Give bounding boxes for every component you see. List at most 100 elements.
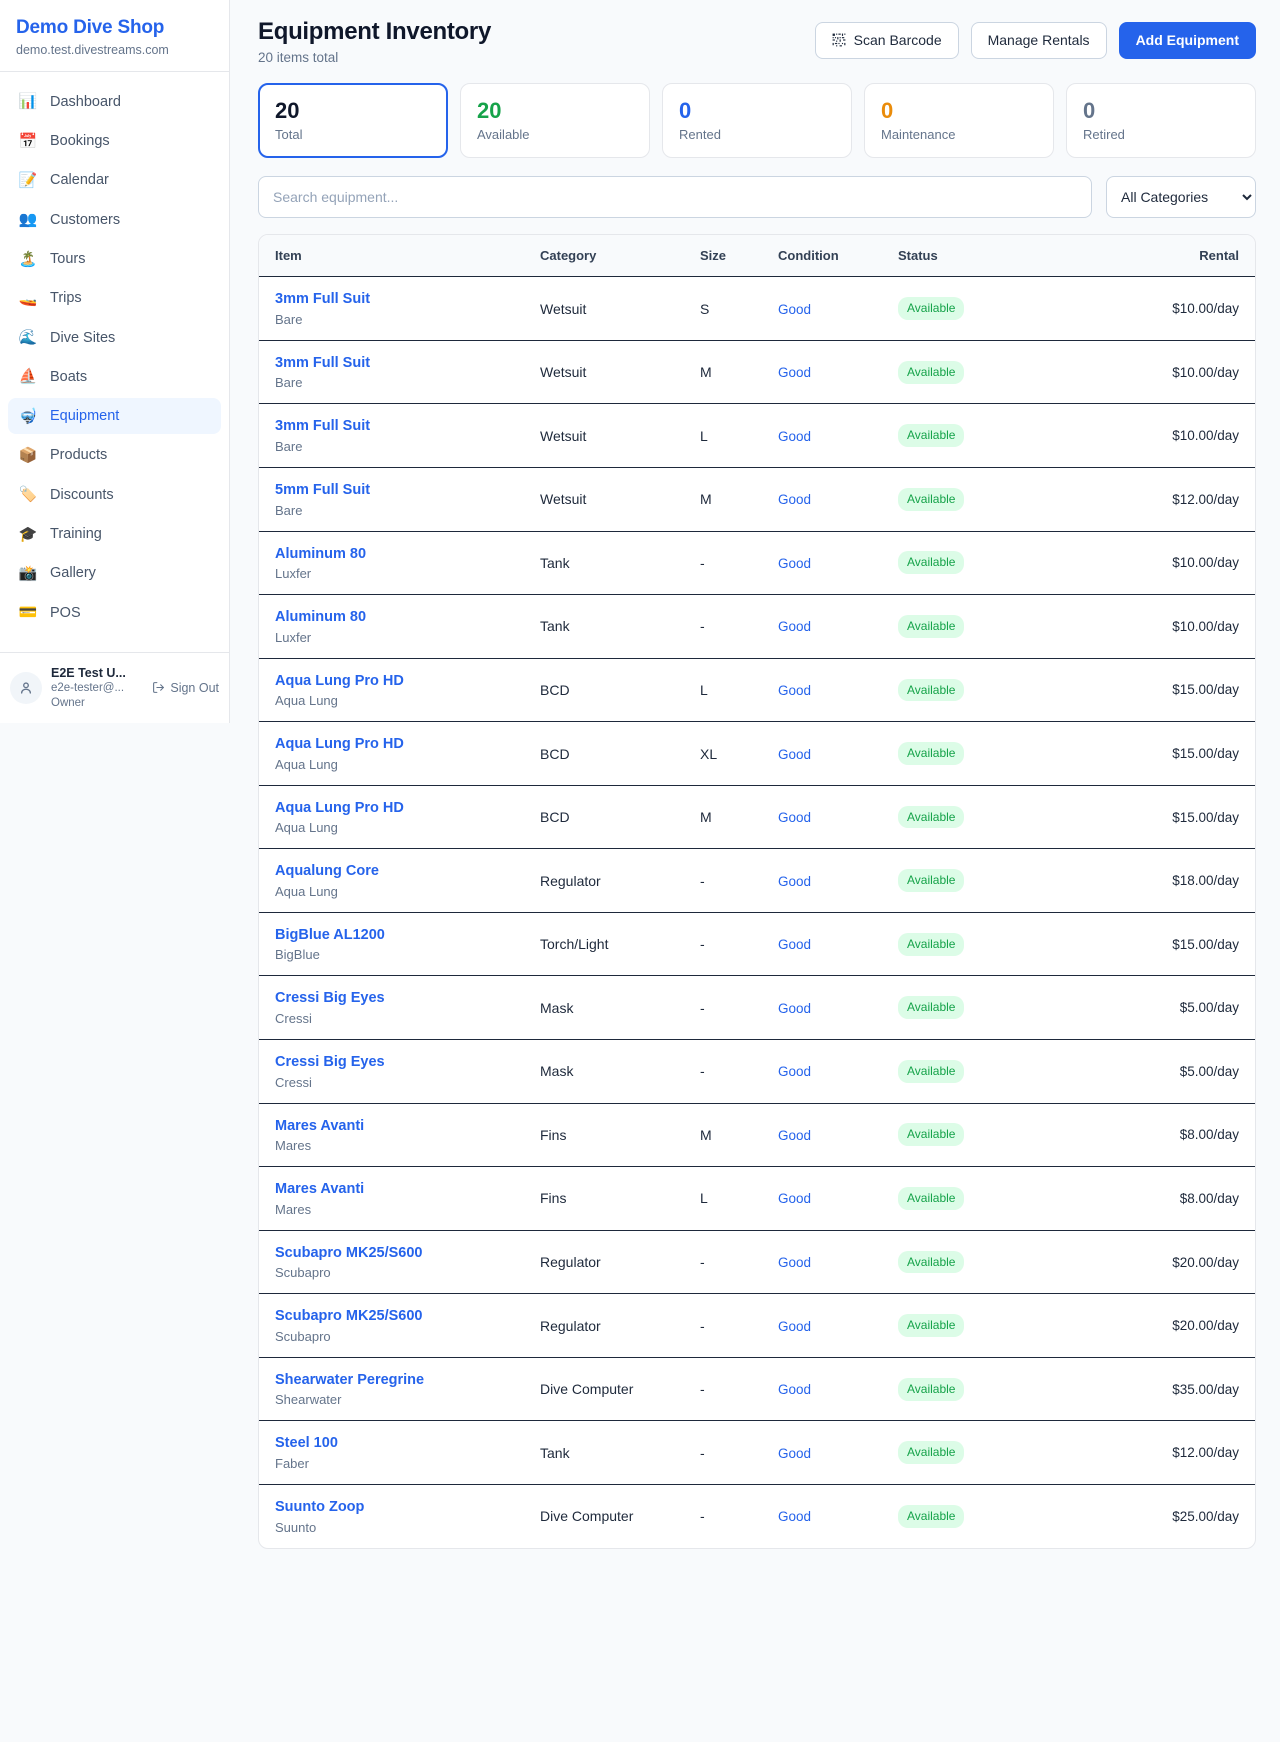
condition-link[interactable]: Good (778, 1318, 812, 1334)
sidebar-item-tours[interactable]: 🏝️ Tours (8, 241, 221, 277)
item-link[interactable]: 3mm Full Suit (275, 418, 371, 435)
sidebar-item-gallery[interactable]: 📸 Gallery (8, 555, 221, 591)
table-row[interactable]: 5mm Full Suit Bare Wetsuit M Good Available $1… (259, 467, 1255, 532)
item-link[interactable]: Cressi Big Eyes (275, 1054, 385, 1071)
sidebar-item-bookings[interactable]: 📅 Bookings (8, 123, 221, 159)
cell-rental: $8.00/day (1007, 1166, 1255, 1231)
item-link[interactable]: Scubapro MK25/S600 (275, 1308, 423, 1325)
condition-link[interactable]: Good (778, 1064, 812, 1080)
item-brand: Aqua Lung (275, 693, 338, 709)
sign-out-button[interactable]: Sign Out (152, 681, 219, 695)
stat-card-total[interactable]: 20 Total (258, 83, 448, 159)
item-link[interactable]: Shearwater Peregrine (275, 1371, 425, 1388)
table-row[interactable]: Scubapro MK25/S600 Scubapro Regulator - Good… (259, 1230, 1255, 1295)
item-link[interactable]: 3mm Full Suit (275, 354, 371, 371)
condition-link[interactable]: Good (778, 937, 812, 953)
manage-rentals-button[interactable]: Manage Rentals (970, 22, 1107, 59)
condition-link[interactable]: Good (778, 682, 812, 698)
stat-card-rented[interactable]: 0 Rented (662, 83, 852, 159)
stat-card-maintenance[interactable]: 0 Maintenance (864, 83, 1054, 159)
item-link[interactable]: Suunto Zoop (275, 1498, 365, 1515)
category-select[interactable]: All Categories (1106, 176, 1256, 219)
condition-link[interactable]: Good (778, 1191, 812, 1207)
item-link[interactable]: Aqualung Core (275, 863, 379, 880)
sidebar-item-trips[interactable]: 🚤 Trips (8, 280, 221, 316)
table-row[interactable]: Aqualung Core Aqua Lung Regulator - Good Avai… (259, 848, 1255, 913)
item-brand: Luxfer (275, 629, 312, 645)
table-row[interactable]: Shearwater Peregrine Shearwater Dive Compu… (259, 1357, 1255, 1422)
table-row[interactable]: Steel 100 Faber Tank - Good Available $12.00/d… (259, 1420, 1255, 1485)
col-size[interactable]: Size (684, 235, 762, 278)
condition-link[interactable]: Good (778, 746, 812, 762)
item-link[interactable]: 5mm Full Suit (275, 481, 371, 498)
status-badge: Available (898, 1123, 965, 1147)
item-link[interactable]: BigBlue AL1200 (275, 926, 385, 943)
cell-size: - (684, 531, 762, 596)
condition-link[interactable]: Good (778, 555, 812, 571)
sidebar-item-equipment[interactable]: 🤿 Equipment (8, 398, 221, 435)
sidebar-item-boats[interactable]: ⛵ Boats (8, 359, 221, 395)
sidebar-item-training[interactable]: 🎓 Training (8, 516, 221, 552)
col-category[interactable]: Category (524, 235, 684, 278)
condition-link[interactable]: Good (778, 1127, 812, 1143)
sidebar-item-discounts[interactable]: 🏷️ Discounts (8, 477, 221, 513)
table-row[interactable]: Scubapro MK25/S600 Scubapro Regulator - Good… (259, 1293, 1255, 1358)
cell-category: Regulator (524, 1230, 684, 1295)
table-row[interactable]: Mares Avanti Mares Fins L Good Available $8.00… (259, 1166, 1255, 1231)
table-row[interactable]: Aqua Lung Pro HD Aqua Lung BCD M Good Availab… (259, 785, 1255, 850)
condition-link[interactable]: Good (778, 365, 812, 381)
table-row[interactable]: Cressi Big Eyes Cressi Mask - Good Available $… (259, 975, 1255, 1041)
table-row[interactable]: Aluminum 80 Luxfer Tank - Good Available $10.0… (259, 594, 1255, 659)
table-row[interactable]: Suunto Zoop Suunto Dive Computer - Good Avail… (259, 1484, 1255, 1547)
col-item[interactable]: Item (259, 235, 524, 278)
sidebar-item-pos[interactable]: 💳 POS (8, 595, 221, 631)
condition-link[interactable]: Good (778, 301, 812, 317)
condition-link[interactable]: Good (778, 1382, 812, 1398)
col-condition[interactable]: Condition (762, 235, 882, 278)
brand-block[interactable]: Demo Dive Shop demo.test.divestreams.com (0, 0, 229, 72)
search-input[interactable] (258, 176, 1092, 219)
item-link[interactable]: Mares Avanti (275, 1117, 365, 1134)
table-row[interactable]: BigBlue AL1200 BigBlue Torch/Light - Good Ava… (259, 912, 1255, 977)
sidebar-item-label: Boats (50, 368, 88, 385)
table-row[interactable]: 3mm Full Suit Bare Wetsuit M Good Available $1… (259, 340, 1255, 405)
sidebar-item-dashboard[interactable]: 📊 Dashboard (8, 84, 221, 120)
sidebar-item-products[interactable]: 📦 Products (8, 437, 221, 473)
condition-link[interactable]: Good (778, 1509, 812, 1525)
item-link[interactable]: Aqua Lung Pro HD (275, 672, 404, 689)
item-link[interactable]: Aqua Lung Pro HD (275, 736, 404, 753)
condition-link[interactable]: Good (778, 492, 812, 508)
sidebar-item-calendar[interactable]: 📝 Calendar (8, 162, 221, 198)
stat-card-retired[interactable]: 0 Retired (1066, 83, 1256, 159)
condition-link[interactable]: Good (778, 873, 812, 889)
table-row[interactable]: Aluminum 80 Luxfer Tank - Good Available $10.0… (259, 531, 1255, 596)
item-link[interactable]: Mares Avanti (275, 1181, 365, 1198)
item-link[interactable]: Steel 100 (275, 1435, 338, 1452)
table-row[interactable]: Aqua Lung Pro HD Aqua Lung BCD XL Good Availa… (259, 721, 1255, 786)
condition-link[interactable]: Good (778, 810, 812, 826)
table-row[interactable]: Aqua Lung Pro HD Aqua Lung BCD L Good Availab… (259, 658, 1255, 723)
scan-barcode-button[interactable]: Scan Barcode (814, 22, 959, 59)
item-link[interactable]: Cressi Big Eyes (275, 990, 385, 1007)
qr-code-icon (832, 33, 846, 47)
condition-link[interactable]: Good (778, 428, 812, 444)
condition-link[interactable]: Good (778, 1000, 812, 1016)
condition-link[interactable]: Good (778, 1255, 812, 1271)
table-row[interactable]: 3mm Full Suit Bare Wetsuit L Good Available $1… (259, 403, 1255, 468)
stat-card-available[interactable]: 20 Available (460, 83, 650, 159)
item-link[interactable]: Aluminum 80 (275, 545, 367, 562)
item-link[interactable]: Scubapro MK25/S600 (275, 1244, 423, 1261)
table-row[interactable]: Mares Avanti Mares Fins M Good Available $8.00… (259, 1103, 1255, 1168)
table-row[interactable]: Cressi Big Eyes Cressi Mask - Good Available $… (259, 1039, 1255, 1104)
condition-link[interactable]: Good (778, 619, 812, 635)
item-link[interactable]: 3mm Full Suit (275, 291, 371, 308)
col-status[interactable]: Status (882, 235, 1007, 278)
item-link[interactable]: Aluminum 80 (275, 609, 367, 626)
table-row[interactable]: 3mm Full Suit Bare Wetsuit S Good Available $1… (259, 276, 1255, 341)
sidebar-item-dive-sites[interactable]: 🌊 Dive Sites (8, 320, 221, 356)
condition-link[interactable]: Good (778, 1445, 812, 1461)
col-rental[interactable]: Rental (1007, 235, 1255, 278)
sidebar-item-customers[interactable]: 👥 Customers (8, 202, 221, 238)
item-link[interactable]: Aqua Lung Pro HD (275, 799, 404, 816)
add-equipment-button[interactable]: Add Equipment (1118, 22, 1256, 59)
